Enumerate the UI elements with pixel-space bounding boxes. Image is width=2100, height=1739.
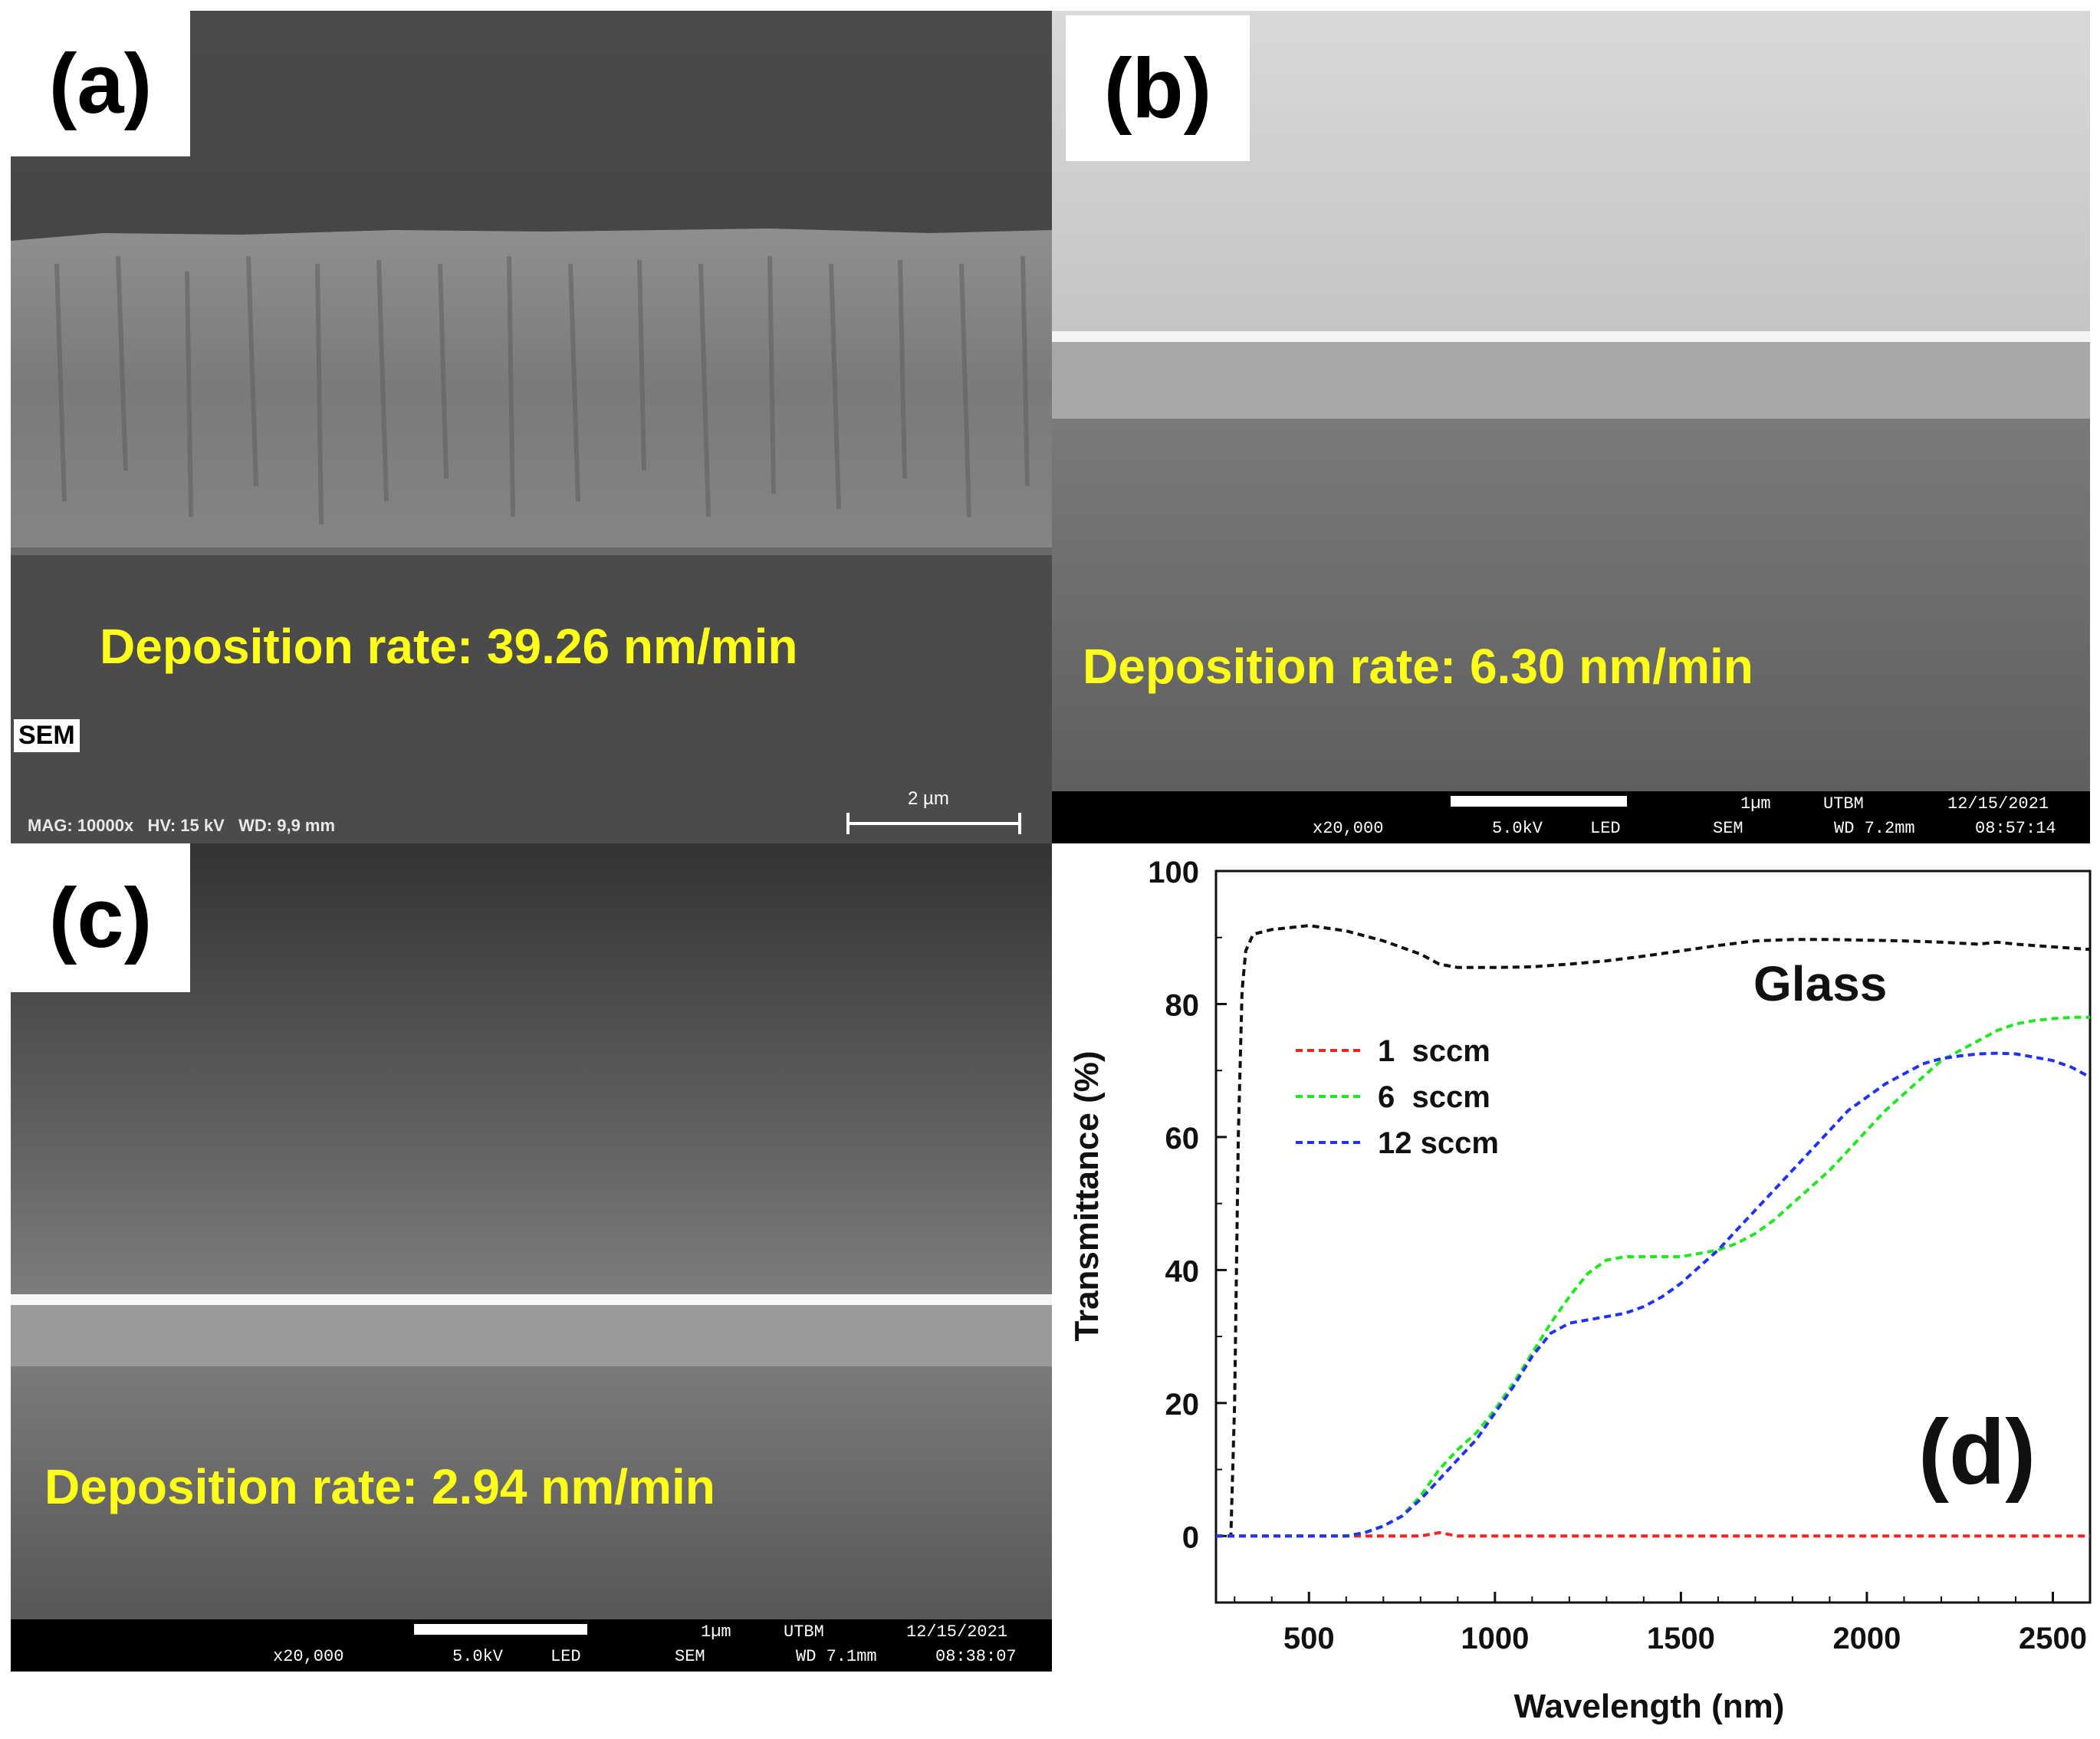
panel-b-info-bar: 1µm UTBM 12/15/2021 x20,000 5.0kV LED SE… [1052, 791, 2090, 843]
voltage: 5.0kV [452, 1647, 504, 1666]
series-line-glass [1216, 924, 2091, 1538]
legend-label: 6 sccm [1378, 1080, 1490, 1114]
detector: LED [1590, 819, 1621, 838]
y-tick-label: 0 [1182, 1520, 1199, 1554]
y-tick-label: 20 [1165, 1388, 1200, 1422]
panel-d-label: (d) [1918, 1401, 2036, 1504]
series-line-6-sccm [1216, 1015, 2090, 1538]
scale-bar [846, 813, 1021, 834]
time: 08:57:14 [1975, 819, 2056, 838]
x-axis-title: Wavelength (nm) [1514, 1688, 1785, 1725]
panel-a-label: (a) [11, 11, 190, 156]
panel-b-label: (b) [1066, 15, 1250, 161]
panel-d-transmittance-chart: 0 20 40 60 80 100 500 1000 1500 2000 2500 1 sccm 6 s… [1052, 843, 2100, 1739]
mode: SEM [1713, 819, 1743, 838]
panel-c-sem-image: (c) Deposition rate: 2.94 nm/min 1µm UTB… [11, 843, 1053, 1672]
panel-c-label: (c) [11, 843, 190, 992]
series-line-12-sccm [1216, 1051, 2091, 1538]
mode: SEM [675, 1647, 705, 1666]
series-line-1-sccm [1216, 1530, 2090, 1538]
y-tick-label: 100 [1148, 856, 1199, 889]
legend-label: 12 sccm [1378, 1126, 1499, 1160]
scale-bar-label: 2 µm [908, 788, 949, 809]
x-tick-label: 2500 [2019, 1622, 2087, 1655]
scale-bar-label: 1µm [1740, 794, 1771, 814]
sem-tag: SEM [14, 719, 80, 752]
scale-bar [414, 1624, 587, 1635]
scale-bar-label: 1µm [701, 1622, 731, 1642]
y-tick-label: 40 [1165, 1254, 1200, 1288]
lab-name: UTBM [1823, 794, 1864, 814]
working-distance: WD 7.2mm [1834, 819, 1915, 838]
scale-bar [1451, 796, 1627, 807]
legend-label: 1 sccm [1378, 1034, 1490, 1068]
panel-a-info: MAG: 10000x HV: 15 kV WD: 9,9 mm [28, 816, 336, 835]
plot-frame [1214, 870, 2092, 1604]
magnification: x20,000 [273, 1647, 344, 1666]
panel-a-sem-image: (a) Deposition rate: 39.26 nm/min SEM MA… [11, 11, 1053, 843]
lab-name: UTBM [784, 1622, 824, 1642]
chart-plot-area: 0 20 40 60 80 100 500 1000 1500 2000 2500 1 sccm 6 s… [1148, 856, 2092, 1655]
x-tick-label: 1000 [1461, 1622, 1529, 1655]
time: 08:38:07 [935, 1647, 1017, 1666]
y-tick-label: 80 [1165, 988, 1200, 1022]
x-tick-label: 2000 [1832, 1622, 1901, 1655]
x-tick-label: 500 [1283, 1622, 1335, 1655]
panel-b-deposition-rate: Deposition rate: 6.30 nm/min [1083, 639, 1753, 694]
panel-b-sem-image: (b) Deposition rate: 6.30 nm/min 1µm UTB… [1052, 11, 2090, 843]
date: 12/15/2021 [1947, 794, 2049, 814]
working-distance: WD 7.1mm [796, 1647, 877, 1666]
panel-c-deposition-rate: Deposition rate: 2.94 nm/min [44, 1459, 715, 1514]
y-tick-label: 60 [1165, 1122, 1200, 1155]
date: 12/15/2021 [906, 1622, 1008, 1642]
voltage: 5.0kV [1492, 819, 1543, 838]
panel-c-info-bar: 1µm UTBM 12/15/2021 x20,000 5.0kV LED SE… [11, 1619, 1053, 1672]
x-tick-label: 1500 [1647, 1622, 1715, 1655]
detector: LED [550, 1647, 581, 1666]
magnification: x20,000 [1313, 819, 1384, 838]
panel-a-deposition-rate: Deposition rate: 39.26 nm/min [100, 619, 798, 674]
substrate-label: Glass [1753, 956, 1887, 1011]
y-axis-title: Transmittance (%) [1068, 1051, 1106, 1342]
sem-micrograph-a [11, 11, 1053, 843]
